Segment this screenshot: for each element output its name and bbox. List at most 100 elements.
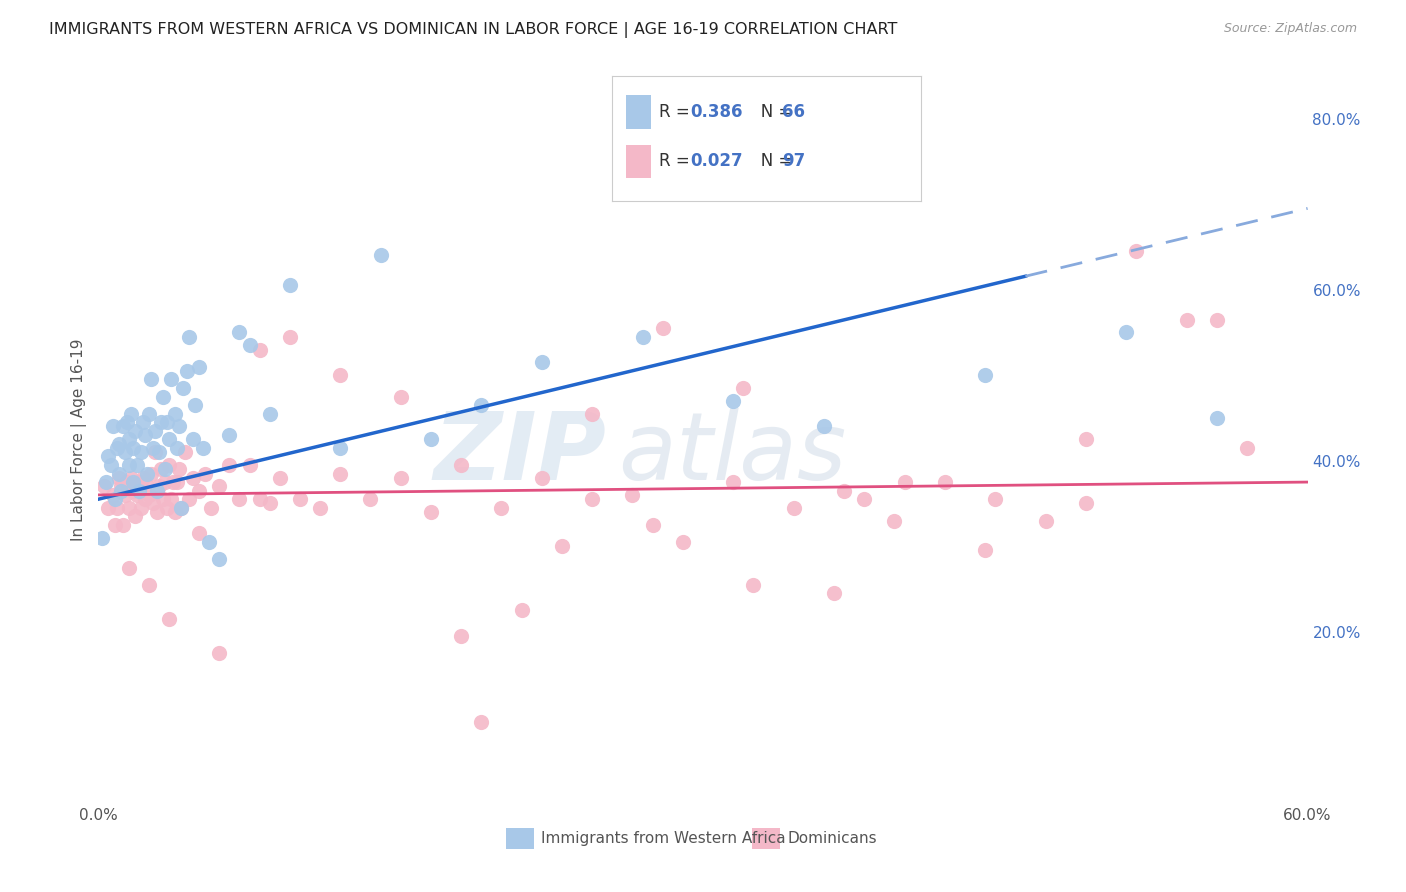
Point xyxy=(672,535,695,549)
Point xyxy=(1206,312,1229,326)
Point xyxy=(160,492,183,507)
Point xyxy=(107,436,129,450)
Text: Immigrants from Western Africa: Immigrants from Western Africa xyxy=(541,831,786,846)
Point xyxy=(249,492,271,507)
Point xyxy=(934,475,956,489)
Point xyxy=(111,419,134,434)
Text: 0.386: 0.386 xyxy=(690,103,742,121)
Point xyxy=(139,372,162,386)
Point xyxy=(218,458,240,472)
Point xyxy=(128,483,150,498)
Point xyxy=(188,483,211,498)
Point xyxy=(149,415,172,429)
Point xyxy=(91,531,114,545)
Text: IMMIGRANTS FROM WESTERN AFRICA VS DOMINICAN IN LABOR FORCE | AGE 16-19 CORRELATI: IMMIGRANTS FROM WESTERN AFRICA VS DOMINI… xyxy=(49,22,897,38)
Point xyxy=(329,368,352,383)
Point xyxy=(813,419,835,434)
Point xyxy=(156,415,179,429)
Point xyxy=(101,419,124,434)
Point xyxy=(138,407,160,421)
Point xyxy=(129,500,152,515)
Point xyxy=(239,458,262,472)
Point xyxy=(152,390,174,404)
Point xyxy=(174,445,197,459)
Point xyxy=(105,500,128,515)
Point xyxy=(249,343,271,357)
Point xyxy=(1125,244,1147,259)
Point xyxy=(1115,326,1137,340)
Point xyxy=(581,492,603,507)
Point xyxy=(188,359,211,374)
Point xyxy=(157,612,180,626)
Point xyxy=(163,407,186,421)
Point xyxy=(118,458,141,472)
Point xyxy=(110,479,132,493)
Point xyxy=(188,526,211,541)
Point xyxy=(103,492,125,507)
Point xyxy=(153,475,176,489)
Point xyxy=(641,517,664,532)
Point xyxy=(176,364,198,378)
Point xyxy=(179,492,201,507)
Point xyxy=(450,458,472,472)
Point xyxy=(193,441,215,455)
Point xyxy=(420,505,443,519)
Point xyxy=(152,492,174,507)
Point xyxy=(121,483,143,498)
Point xyxy=(115,415,138,429)
Point xyxy=(166,441,188,455)
Point xyxy=(148,445,170,459)
Point xyxy=(146,505,169,519)
Text: Source: ZipAtlas.com: Source: ZipAtlas.com xyxy=(1223,22,1357,36)
Point xyxy=(142,496,165,510)
Point xyxy=(631,329,654,343)
Text: ZIP: ZIP xyxy=(433,408,606,500)
Point xyxy=(551,539,574,553)
Point xyxy=(621,488,644,502)
Point xyxy=(139,467,162,481)
Point xyxy=(259,496,281,510)
Point xyxy=(510,603,533,617)
Point xyxy=(142,441,165,455)
Point xyxy=(974,543,997,558)
Point xyxy=(134,428,156,442)
Point xyxy=(162,475,184,489)
Text: R =: R = xyxy=(659,103,696,121)
Point xyxy=(742,578,765,592)
Text: 97: 97 xyxy=(782,152,806,169)
Point xyxy=(208,552,231,566)
Point xyxy=(167,419,190,434)
Point xyxy=(832,483,855,498)
Point xyxy=(228,326,250,340)
Point xyxy=(156,500,179,515)
Point xyxy=(1074,496,1097,510)
Point xyxy=(581,407,603,421)
Point xyxy=(172,381,194,395)
Point xyxy=(228,492,250,507)
Point xyxy=(105,441,128,455)
Point xyxy=(389,390,412,404)
Point xyxy=(530,355,553,369)
Point xyxy=(208,646,231,660)
Text: N =: N = xyxy=(745,152,797,169)
Point xyxy=(278,278,301,293)
Point xyxy=(167,462,190,476)
Point xyxy=(1175,312,1198,326)
Point xyxy=(181,432,204,446)
Point xyxy=(125,458,148,472)
Point xyxy=(96,475,118,489)
Point xyxy=(93,479,115,493)
Point xyxy=(124,509,146,524)
Point xyxy=(218,428,240,442)
Point xyxy=(883,514,905,528)
Point xyxy=(470,398,492,412)
Y-axis label: In Labor Force | Age 16-19: In Labor Force | Age 16-19 xyxy=(72,338,87,541)
Point xyxy=(269,471,291,485)
Point xyxy=(114,488,136,502)
Point xyxy=(135,467,157,481)
Point xyxy=(651,321,673,335)
Point xyxy=(733,381,755,395)
Point xyxy=(120,471,142,485)
Point xyxy=(114,445,136,459)
Point xyxy=(121,441,143,455)
